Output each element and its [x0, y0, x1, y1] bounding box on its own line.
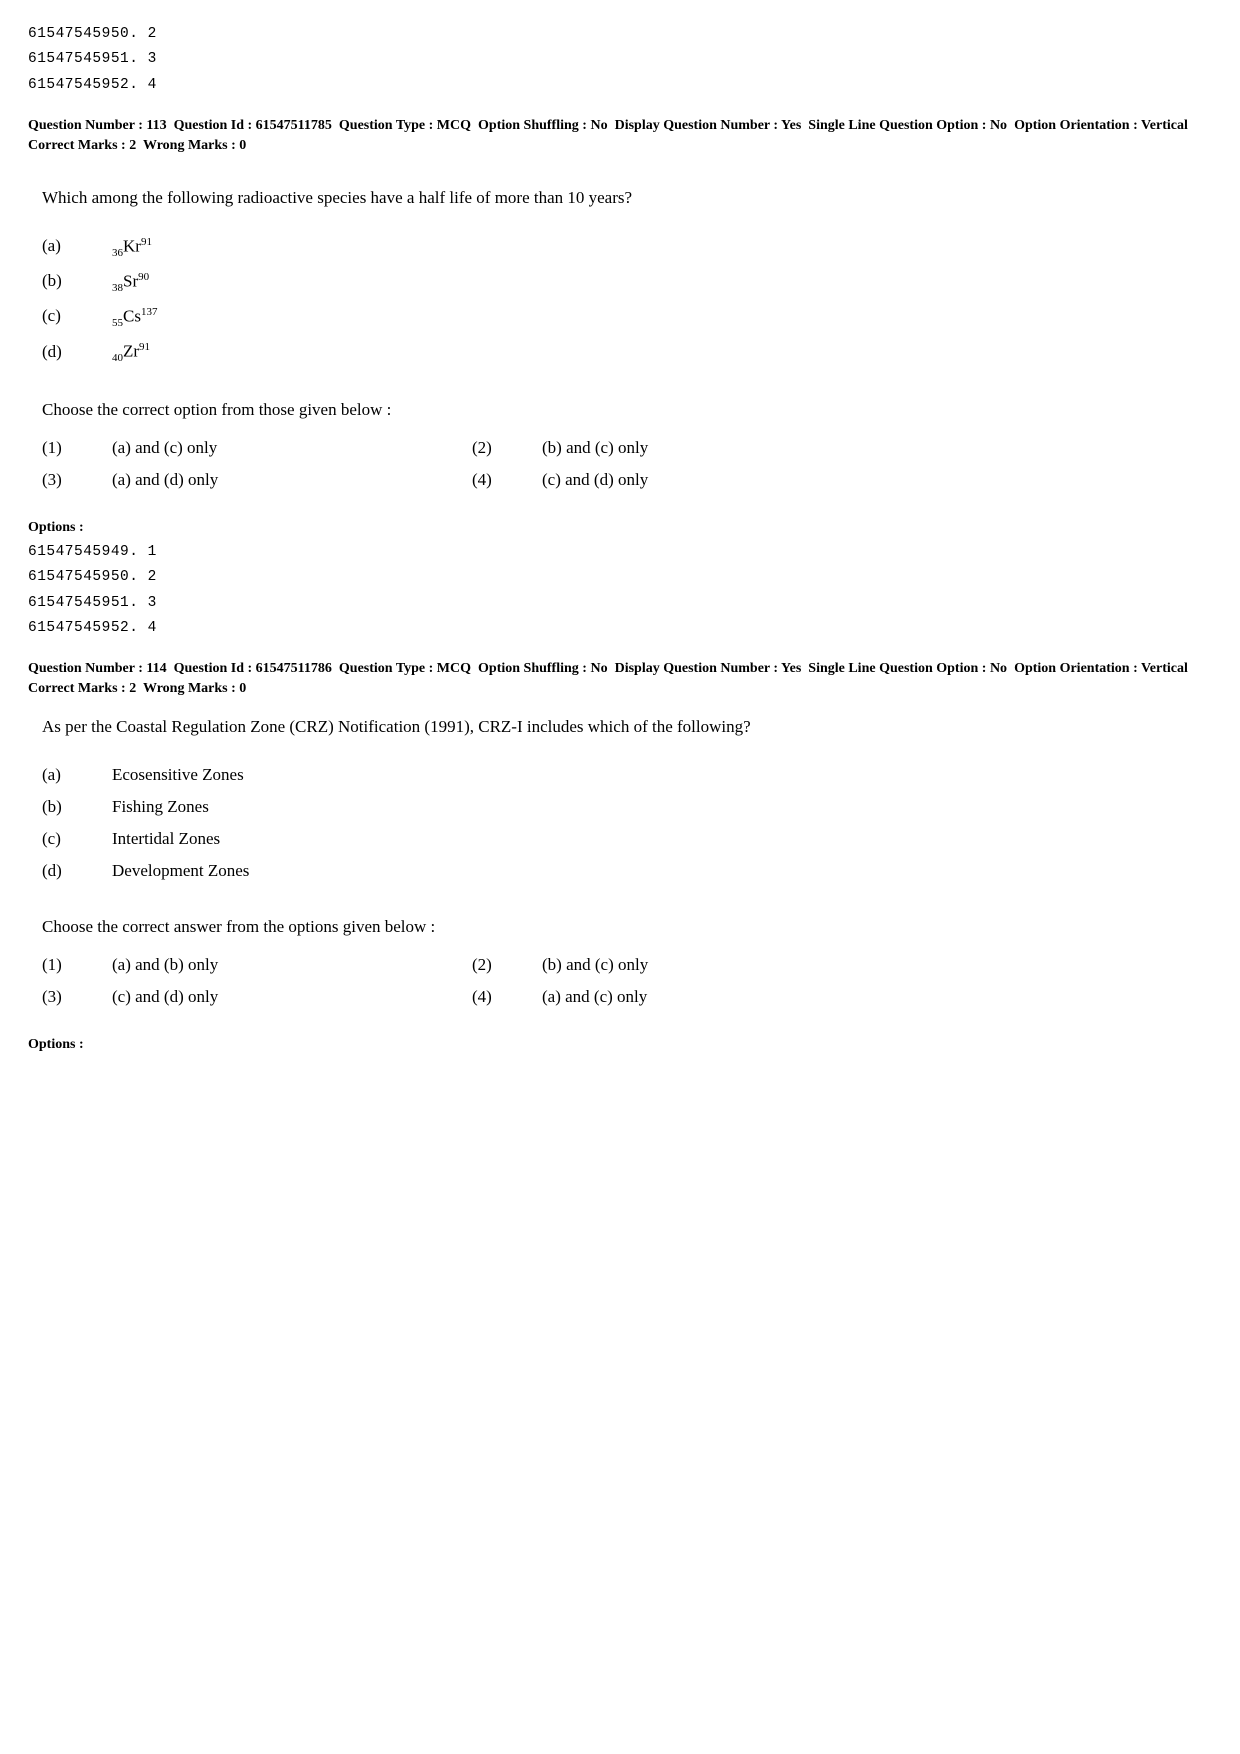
question-text: As per the Coastal Regulation Zone (CRZ)…: [42, 717, 1162, 737]
species-row: (b) 38Sr90: [42, 271, 1162, 294]
options-header: Options :: [28, 520, 1212, 536]
answer-option: (1)(a) and (c) only: [42, 438, 432, 458]
item-row: (d)Development Zones: [42, 861, 1162, 881]
question-body: Which among the following radioactive sp…: [28, 188, 1212, 490]
question-body: As per the Coastal Regulation Zone (CRZ)…: [28, 717, 1212, 1007]
option-line: 61547545951. 3: [28, 47, 1212, 72]
answer-grid: (1)(a) and (b) only (2)(b) and (c) only …: [42, 955, 862, 1007]
option-line: 61547545952. 4: [28, 73, 1212, 98]
item-row: (c)Intertidal Zones: [42, 829, 1162, 849]
prev-options-block: 61547545950. 2 61547545951. 3 6154754595…: [28, 22, 1212, 98]
option-line: 61547545950. 2: [28, 565, 1212, 590]
option-line: 61547545952. 4: [28, 616, 1212, 641]
options-header: Options :: [28, 1037, 1212, 1053]
answer-option: (4)(c) and (d) only: [472, 470, 862, 490]
answer-grid: (1)(a) and (c) only (2)(b) and (c) only …: [42, 438, 862, 490]
species-row: (c) 55Cs137: [42, 306, 1162, 329]
answer-option: (3)(a) and (d) only: [42, 470, 432, 490]
answer-option: (4)(a) and (c) only: [472, 987, 862, 1007]
answer-option: (2)(b) and (c) only: [472, 438, 862, 458]
question-text: Which among the following radioactive sp…: [42, 188, 1162, 208]
option-line: 61547545951. 3: [28, 591, 1212, 616]
question-marks: Correct Marks : 2 Wrong Marks : 0: [28, 138, 1212, 154]
item-row: (a)Ecosensitive Zones: [42, 765, 1162, 785]
answer-option: (2)(b) and (c) only: [472, 955, 862, 975]
option-line: 61547545950. 2: [28, 22, 1212, 47]
option-line: 61547545949. 1: [28, 540, 1212, 565]
answer-option: (3)(c) and (d) only: [42, 987, 432, 1007]
options-block: 61547545949. 1 61547545950. 2 6154754595…: [28, 540, 1212, 642]
question-meta: Question Number : 113 Question Id : 6154…: [28, 116, 1212, 136]
choose-text: Choose the correct answer from the optio…: [42, 917, 1162, 937]
answer-option: (1)(a) and (b) only: [42, 955, 432, 975]
question-meta: Question Number : 114 Question Id : 6154…: [28, 659, 1212, 679]
species-row: (d) 40Zr91: [42, 341, 1162, 364]
choose-text: Choose the correct option from those giv…: [42, 400, 1162, 420]
species-row: (a) 36Kr91: [42, 236, 1162, 259]
item-row: (b)Fishing Zones: [42, 797, 1162, 817]
question-marks: Correct Marks : 2 Wrong Marks : 0: [28, 681, 1212, 697]
